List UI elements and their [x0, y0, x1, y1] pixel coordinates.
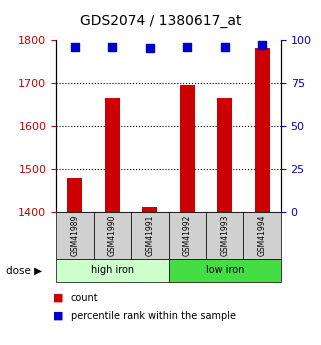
- Text: percentile rank within the sample: percentile rank within the sample: [71, 311, 236, 321]
- Bar: [180, 85, 195, 212]
- Text: GSM41993: GSM41993: [220, 215, 229, 256]
- Text: dose ▶: dose ▶: [6, 266, 43, 275]
- Bar: [217, 98, 232, 212]
- Point: [110, 44, 115, 49]
- Text: GSM41990: GSM41990: [108, 215, 117, 256]
- Point: [260, 42, 265, 48]
- Text: GSM41992: GSM41992: [183, 215, 192, 256]
- Text: GSM41994: GSM41994: [258, 215, 267, 256]
- Text: high iron: high iron: [91, 266, 134, 275]
- Text: ■: ■: [53, 311, 64, 321]
- Bar: [255, 48, 270, 212]
- Text: GSM41991: GSM41991: [145, 215, 154, 256]
- Bar: [105, 98, 120, 212]
- Bar: [142, 207, 157, 212]
- Point: [72, 44, 77, 49]
- Point: [147, 46, 152, 51]
- Point: [185, 44, 190, 49]
- Text: low iron: low iron: [205, 266, 244, 275]
- Text: GSM41989: GSM41989: [70, 215, 79, 256]
- Bar: [67, 178, 82, 212]
- Point: [222, 44, 227, 49]
- Text: GDS2074 / 1380617_at: GDS2074 / 1380617_at: [80, 14, 241, 28]
- Text: count: count: [71, 293, 98, 303]
- Text: ■: ■: [53, 293, 64, 303]
